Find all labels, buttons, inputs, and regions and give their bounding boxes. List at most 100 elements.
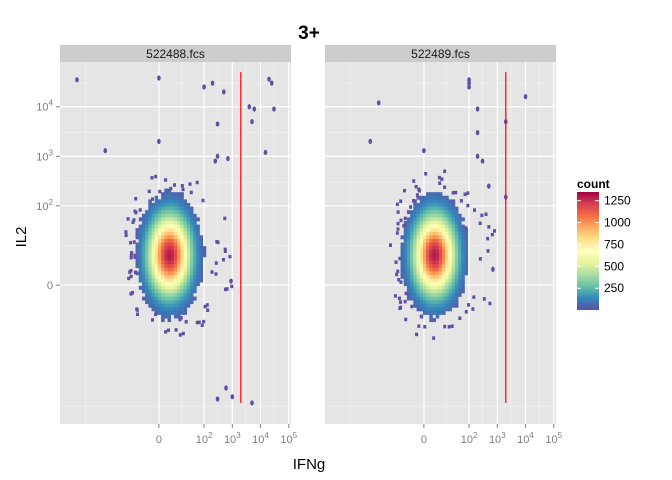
density-cell bbox=[438, 289, 443, 294]
density-cell-sparse bbox=[403, 216, 407, 221]
density-cell bbox=[458, 213, 462, 218]
density-cell bbox=[416, 296, 421, 301]
density-cell bbox=[406, 253, 411, 258]
density-cell bbox=[164, 228, 168, 233]
density-cell-sparse bbox=[223, 247, 227, 252]
density-cell-sparse bbox=[395, 202, 399, 207]
density-cell bbox=[161, 296, 165, 301]
density-cell bbox=[454, 292, 459, 297]
density-cell bbox=[183, 246, 188, 251]
density-cell bbox=[199, 246, 204, 251]
density-cell bbox=[161, 202, 165, 207]
density-cell bbox=[416, 249, 421, 254]
density-cell bbox=[193, 249, 197, 254]
density-cell bbox=[173, 285, 178, 290]
density-cell bbox=[154, 228, 159, 233]
density-cell bbox=[413, 289, 417, 294]
density-cell bbox=[138, 217, 143, 222]
density-cell bbox=[419, 220, 424, 225]
density-cell bbox=[167, 242, 172, 247]
density-cell bbox=[442, 274, 446, 279]
density-cell bbox=[435, 264, 440, 269]
density-cell-sparse bbox=[130, 250, 134, 255]
density-cell bbox=[435, 256, 440, 261]
density-cell bbox=[167, 292, 172, 297]
density-cell bbox=[451, 274, 456, 279]
density-cell-sparse bbox=[127, 276, 131, 281]
density-cell bbox=[196, 231, 200, 236]
density-cell bbox=[438, 267, 443, 272]
density-cell bbox=[445, 210, 449, 215]
density-cell bbox=[406, 282, 411, 287]
density-cell bbox=[148, 253, 152, 258]
density-cell bbox=[432, 282, 437, 287]
density-cell bbox=[154, 238, 159, 243]
density-cell bbox=[180, 195, 184, 200]
density-cell bbox=[464, 242, 469, 247]
density-cell bbox=[429, 253, 433, 258]
density-cell-sparse bbox=[466, 191, 470, 195]
density-cell bbox=[419, 199, 424, 204]
event-point bbox=[267, 76, 271, 82]
density-cell bbox=[406, 238, 411, 243]
density-cell bbox=[416, 213, 421, 218]
density-cluster bbox=[124, 174, 234, 337]
density-cell bbox=[170, 253, 175, 258]
density-cell bbox=[141, 220, 146, 225]
density-cell bbox=[164, 231, 168, 236]
density-cell bbox=[180, 260, 184, 265]
density-cell bbox=[451, 242, 456, 247]
density-cell bbox=[183, 242, 188, 247]
density-cell bbox=[135, 242, 140, 247]
density-cell bbox=[416, 235, 421, 240]
density-cell bbox=[438, 206, 443, 211]
density-cell bbox=[177, 231, 181, 236]
density-cell bbox=[406, 220, 411, 225]
density-cell bbox=[173, 228, 178, 233]
density-cell bbox=[148, 199, 152, 204]
density-cell bbox=[426, 231, 430, 236]
density-cell-sparse bbox=[443, 324, 447, 329]
density-cell bbox=[148, 271, 152, 276]
density-cell bbox=[170, 289, 175, 294]
density-cell bbox=[416, 267, 421, 272]
density-cell bbox=[448, 264, 453, 269]
event-point bbox=[202, 84, 206, 90]
density-cell bbox=[164, 217, 168, 222]
density-cell bbox=[170, 213, 175, 218]
density-cell bbox=[416, 274, 421, 279]
x-axis-label: IFNg bbox=[293, 456, 326, 473]
density-cell bbox=[406, 271, 411, 276]
density-cell bbox=[458, 235, 462, 240]
density-cell bbox=[180, 242, 184, 247]
density-cell bbox=[429, 202, 433, 207]
event-point bbox=[224, 385, 228, 391]
density-cell bbox=[177, 300, 181, 305]
density-cell bbox=[180, 238, 184, 243]
density-cell-sparse bbox=[178, 333, 182, 337]
density-cell bbox=[199, 249, 204, 254]
density-cell bbox=[422, 300, 427, 305]
density-cell bbox=[410, 242, 414, 247]
density-cell bbox=[189, 271, 194, 276]
density-cell bbox=[145, 274, 149, 279]
density-cell bbox=[442, 238, 446, 243]
density-cell bbox=[164, 314, 168, 319]
density-cell bbox=[445, 206, 449, 211]
density-cell bbox=[419, 314, 424, 319]
density-cell bbox=[186, 292, 191, 297]
density-cell bbox=[426, 213, 430, 218]
density-cell bbox=[183, 300, 188, 305]
density-cell bbox=[141, 217, 146, 222]
density-cell bbox=[461, 260, 465, 265]
density-cell bbox=[161, 271, 165, 276]
density-cell bbox=[445, 300, 449, 305]
density-cell bbox=[173, 310, 178, 315]
density-cell-sparse bbox=[134, 196, 138, 201]
density-cell bbox=[170, 264, 175, 269]
density-cell bbox=[154, 253, 159, 258]
density-cell bbox=[422, 278, 427, 283]
density-cell bbox=[141, 278, 146, 283]
density-cell bbox=[422, 307, 427, 312]
